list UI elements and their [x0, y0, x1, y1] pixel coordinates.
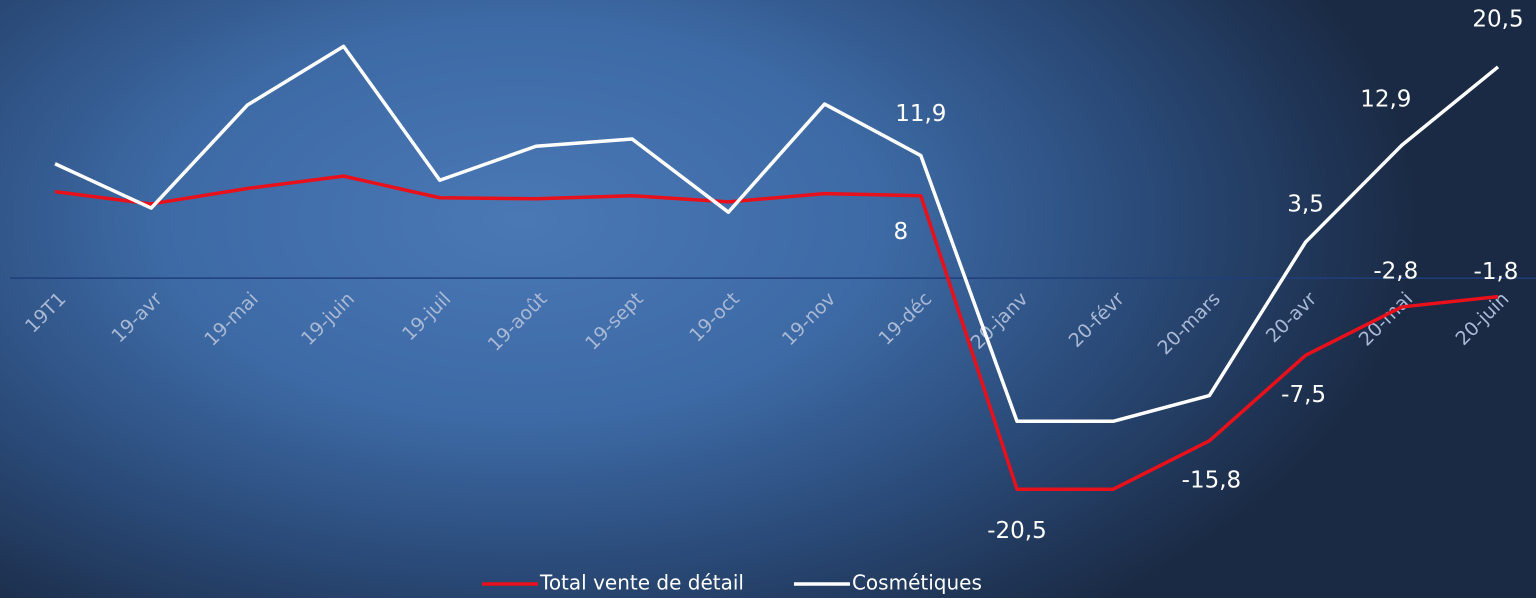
x-tick-label: 19-déc	[875, 288, 937, 350]
series-line	[54, 44, 1500, 424]
data-label: 3,5	[1287, 192, 1324, 218]
data-label: 20,5	[1472, 6, 1523, 32]
x-tick-label: 19-oct	[685, 288, 744, 347]
x-tick-label: 19-août	[484, 288, 552, 356]
data-label: 11,9	[895, 101, 946, 127]
legend-label: Cosmétiques	[852, 571, 982, 595]
x-tick-label: 19-avr	[107, 288, 166, 347]
x-tick-label: 19-juin	[297, 288, 359, 350]
data-label: -2,8	[1373, 258, 1418, 284]
data-label: -15,8	[1182, 467, 1242, 493]
series-line	[54, 174, 1499, 491]
x-tick-label: 19T1	[21, 288, 70, 337]
data-label: -20,5	[987, 518, 1047, 544]
x-tick-label: 20-janv	[966, 288, 1032, 354]
x-tick-label: 19-sept	[581, 288, 648, 355]
x-tick-label: 19-nov	[778, 288, 840, 350]
x-tick-label: 19-mai	[200, 288, 263, 351]
x-tick-label: 20-mars	[1153, 288, 1224, 359]
x-tick-label: 20-févr	[1065, 288, 1129, 352]
data-label: 8	[893, 219, 908, 245]
legend-label: Total vente de détail	[539, 571, 744, 595]
data-label: -1,8	[1474, 259, 1519, 285]
data-label: 12,9	[1360, 87, 1411, 113]
x-tick-label: 20-mai	[1355, 288, 1418, 351]
x-tick-label: 19-juil	[398, 288, 455, 345]
data-label: -7,5	[1281, 382, 1326, 408]
